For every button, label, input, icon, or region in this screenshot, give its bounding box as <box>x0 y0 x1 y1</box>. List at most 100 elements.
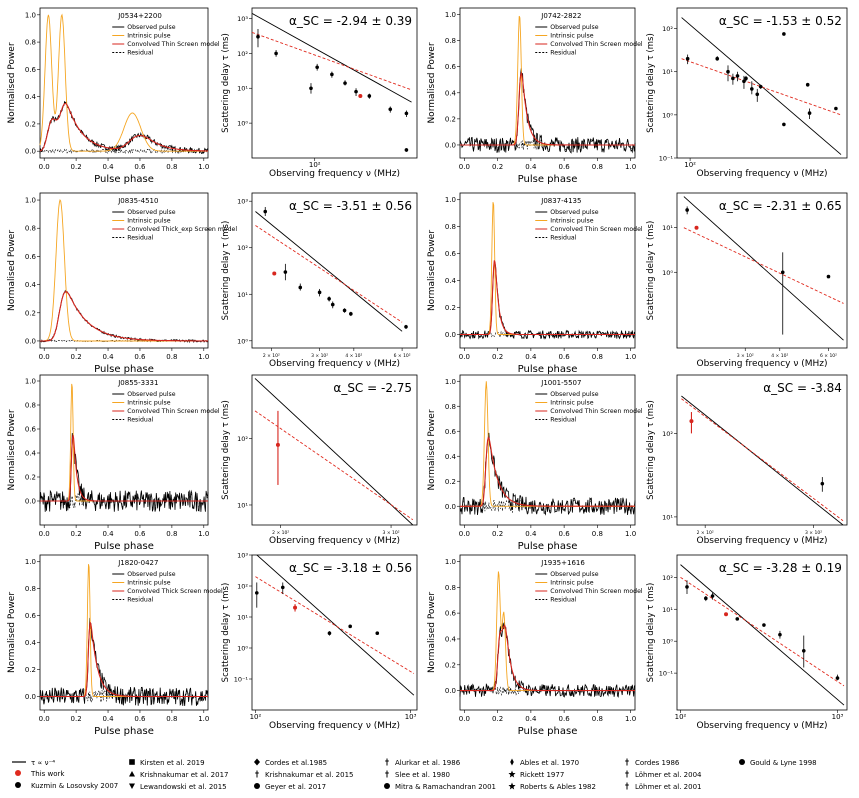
data-point <box>327 296 331 301</box>
y-tick-label: 10¹ <box>662 224 673 232</box>
legend-entry: Rickett 1977 <box>508 770 564 779</box>
y-tick-label: 10² <box>237 50 248 58</box>
intrinsic-pulse-line <box>40 564 208 697</box>
data-point <box>685 585 689 589</box>
x-tick-label: 0.6 <box>134 163 146 171</box>
pulse-panel-J0835-4510: 0.0 0.2 0.4 0.6 0.8 1.0 0.0 0.2 0.4 0.6 0.8 1.0 Puls… <box>7 192 237 375</box>
x-tick-label: 0.0 <box>459 163 470 171</box>
x-tick-label: 0.4 <box>102 163 114 171</box>
x-tick-label: 1.0 <box>198 530 209 538</box>
y-tick-label: 0.6 <box>25 66 37 74</box>
x-axis-label: Pulse phase <box>94 541 154 552</box>
data-point <box>834 106 838 111</box>
data-point <box>762 623 766 627</box>
observed-pulse-line <box>39 617 209 707</box>
x-tick-label: 1.0 <box>198 163 209 171</box>
data-point <box>780 270 785 275</box>
y-tick-label: 0.0 <box>25 498 36 506</box>
data-point <box>735 74 740 78</box>
alpha-label: α_SC = -1.53 ± 0.52 <box>719 14 842 28</box>
legend-entry: Gould & Lyne 1998 <box>739 759 817 767</box>
data-point <box>256 34 260 39</box>
x-tick-label: 2 × 10² <box>263 353 280 359</box>
pulsar-name: J0855-3331 <box>117 379 158 387</box>
legend-entry-label: Krishnakumar et al. 2017 <box>140 771 228 779</box>
data-point <box>742 79 746 84</box>
legend-label: Convolved Thin Screen model <box>550 408 643 415</box>
x-tick-label: 0.6 <box>559 163 571 171</box>
x-tick-label: 0.2 <box>492 353 503 361</box>
x-tick-label: 0.4 <box>525 715 537 723</box>
x-tick-label: 10³ <box>832 713 844 721</box>
x-tick-label: 0.2 <box>71 715 82 723</box>
scattering-panel-J0837-4135: 3 × 10² 4 × 10² 6 × 10² 10⁰ 10¹ Observing fre… <box>646 192 848 369</box>
y-tick-label: 0.0 <box>445 141 456 149</box>
pulsar-name: J1820-0427 <box>117 559 158 567</box>
scattering-panel-J0855-3331: 2 × 10² 3 × 10² 10¹ 10² Observing frequency … <box>221 374 418 546</box>
legend-label: Intrinsic pulse <box>550 400 593 407</box>
x-tick-label: 0.2 <box>492 530 503 538</box>
data-point <box>826 274 831 279</box>
x-tick-label: 4 × 10² <box>345 353 362 359</box>
scattering-panel-J1820-0427: 10² 10³ 10⁻¹ 10⁰ 10¹ 10² 10³ Observing frequenc… <box>221 552 418 731</box>
y-axis-label: Scattering delay τ (ms) <box>221 221 231 321</box>
x-tick-label: 2 × 10² <box>697 530 714 536</box>
y-axis-label: Normalised Power <box>7 230 17 311</box>
model-line <box>40 291 208 342</box>
x-axis-label: Pulse phase <box>518 364 578 375</box>
data-point <box>782 122 786 127</box>
y-tick-label: 10³ <box>237 198 248 206</box>
legend-entry-label: Löhmer et al. 2004 <box>635 771 702 779</box>
y-tick-label: 0.4 <box>445 635 457 643</box>
x-axis-label: Pulse phase <box>518 541 578 552</box>
legend-label: Intrinsic pulse <box>550 33 593 40</box>
x-axis-label: Pulse phase <box>94 174 154 185</box>
x-tick-label: 0.4 <box>102 353 114 361</box>
data-point <box>710 594 715 598</box>
intrinsic-pulse-line <box>460 381 635 507</box>
legend-label: Intrinsic pulse <box>127 218 170 225</box>
marker-square-icon <box>129 759 135 765</box>
legend-entry: Krishnakumar et al. 2017 <box>129 771 228 779</box>
plot-frame <box>676 7 848 159</box>
legend-label: Observed pulse <box>550 391 599 398</box>
legend-label: Intrinsic pulse <box>550 218 593 225</box>
y-tick-label: 1.0 <box>25 378 36 386</box>
legend-entry: Lewandowski et al. 2015 <box>129 783 227 791</box>
model-line <box>40 622 208 698</box>
y-tick-label: 10² <box>662 25 673 33</box>
plot-frame <box>676 192 848 349</box>
x-tick-label: 0.0 <box>459 530 470 538</box>
y-axis-label: Normalised Power <box>7 42 17 123</box>
y-tick-label: 0.8 <box>445 584 456 592</box>
x-tick-label: 0.2 <box>492 163 503 171</box>
data-point <box>778 632 782 637</box>
x-tick-label: 0.8 <box>592 353 603 361</box>
y-tick-label: 10¹ <box>237 614 248 622</box>
data-point <box>835 676 840 680</box>
x-tick-label: 2 × 10² <box>272 530 289 536</box>
data-point <box>805 82 810 87</box>
plot-frame <box>251 374 418 526</box>
intrinsic-pulse-line <box>460 15 635 146</box>
legend-label: Residual <box>550 50 576 57</box>
alpha-label: α_SC = -3.18 ± 0.56 <box>289 561 412 575</box>
model-line <box>40 434 208 502</box>
x-tick-label: 0.6 <box>559 353 571 361</box>
legend-label: Convolved Thin Screen model <box>550 226 643 233</box>
data-point <box>404 148 409 152</box>
y-tick-label: 1.0 <box>25 197 36 205</box>
fit-line <box>681 398 844 522</box>
marker-hexagon-icon <box>15 782 21 788</box>
legend-entry-label: Alurkar et al. 1986 <box>395 759 461 767</box>
reference-line <box>255 211 403 332</box>
data-point-this-work <box>689 419 694 424</box>
y-axis-label: Normalised Power <box>427 592 437 673</box>
y-tick-label: 10¹ <box>237 501 248 509</box>
y-tick-label: 0.0 <box>25 693 36 701</box>
x-axis-label: Observing frequency ν (MHz) <box>269 359 400 369</box>
reference-line <box>683 196 844 341</box>
x-tick-label: 0.2 <box>71 530 82 538</box>
legend-entry: Cordes et al.1985 <box>254 758 327 767</box>
y-tick-label: 0.2 <box>25 666 36 674</box>
